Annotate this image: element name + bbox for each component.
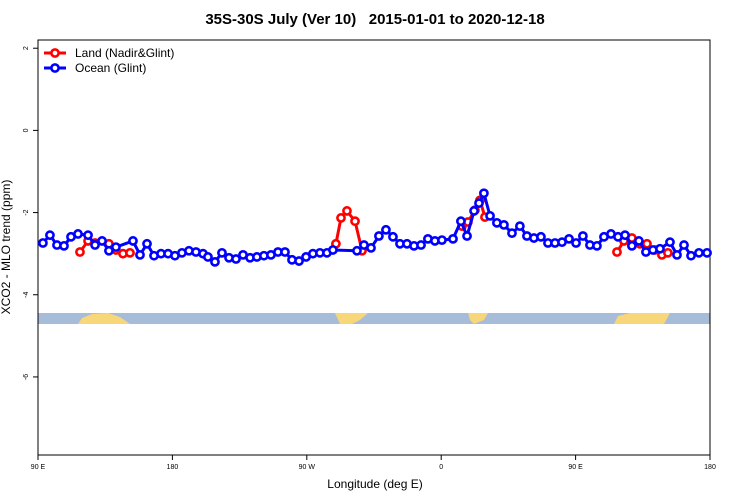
data-point [437, 235, 447, 246]
data-point [456, 216, 466, 227]
data-point [142, 238, 152, 249]
plot-frame [37, 39, 711, 456]
data-point [83, 230, 93, 241]
data-point [448, 233, 458, 244]
data-point [104, 245, 114, 256]
y-tick-label: -2 [23, 209, 30, 215]
data-point [75, 247, 85, 257]
data-point [592, 240, 602, 251]
data-point [352, 245, 362, 256]
x-tick-label: 180 [167, 464, 179, 471]
y-tick-label: -4 [23, 292, 30, 298]
x-tick-label: 90 W [299, 464, 316, 471]
data-point [514, 221, 525, 232]
x-tick-label: 0 [439, 464, 443, 471]
data-point [672, 249, 682, 260]
data-point [499, 220, 509, 230]
ocean-band [38, 313, 710, 324]
data-point [342, 206, 352, 216]
x-tick-label: 180 [704, 464, 716, 471]
data-point [416, 240, 426, 250]
land-shape [614, 313, 670, 324]
data-point [462, 231, 472, 241]
chart-title: 35S-30S July (Ver 10) 2015-01-01 to 2020… [205, 11, 544, 28]
data-point [210, 256, 220, 267]
data-point [73, 229, 83, 239]
data-point [280, 247, 290, 257]
y-tick-label: -6 [23, 374, 30, 380]
legend-marker [50, 63, 60, 73]
data-point [125, 247, 135, 258]
data-point [97, 236, 107, 246]
y-tick-label: 2 [23, 46, 30, 50]
data-point [203, 252, 213, 262]
data-point [612, 247, 622, 257]
data-point [662, 247, 673, 258]
data-point [564, 233, 574, 244]
data-point [679, 240, 689, 250]
data-point [469, 206, 479, 216]
data-point [578, 231, 588, 241]
data-point [336, 213, 346, 223]
land-shape [335, 313, 368, 324]
data-point [686, 250, 696, 261]
data-point [507, 228, 517, 239]
data-point [217, 247, 227, 258]
data-point [620, 230, 630, 241]
data-point [642, 238, 652, 249]
data-point [634, 236, 644, 246]
data-point [294, 256, 304, 266]
data-point [388, 231, 398, 242]
data-point [350, 216, 360, 227]
y-tick-label: 0 [23, 128, 30, 132]
legend-label: Ocean (Glint) [75, 61, 146, 75]
data-point [59, 240, 69, 251]
data-point [702, 247, 712, 258]
legend-marker [50, 48, 60, 58]
continent-strip [38, 313, 710, 324]
data-point [128, 236, 138, 246]
data-point [374, 231, 384, 241]
data-point [90, 240, 100, 250]
x-tick-label: 90 E [31, 464, 46, 471]
data-point [366, 243, 376, 253]
data-point [536, 231, 546, 242]
data-point [479, 188, 489, 199]
data-point [626, 240, 637, 251]
data-point [665, 237, 675, 248]
land-shape [78, 313, 130, 324]
data-point [45, 230, 55, 241]
legend-label: Land (Nadir&Glint) [75, 46, 174, 60]
data-point [485, 210, 495, 221]
data-point [111, 242, 121, 252]
y-axis-label: XCO2 - MLO trend (ppm) [0, 180, 13, 315]
x-tick-label: 90 E [568, 464, 583, 471]
data-point [655, 243, 665, 254]
data-point [135, 249, 145, 260]
data-point [328, 245, 338, 255]
data-point [231, 254, 241, 264]
land-shape [468, 313, 488, 324]
data-point [474, 198, 484, 209]
data-point [381, 224, 391, 235]
data-point [38, 238, 48, 248]
data-point [571, 238, 581, 248]
x-axis-label: Longitude (deg E) [327, 477, 422, 491]
data-point [694, 247, 704, 258]
